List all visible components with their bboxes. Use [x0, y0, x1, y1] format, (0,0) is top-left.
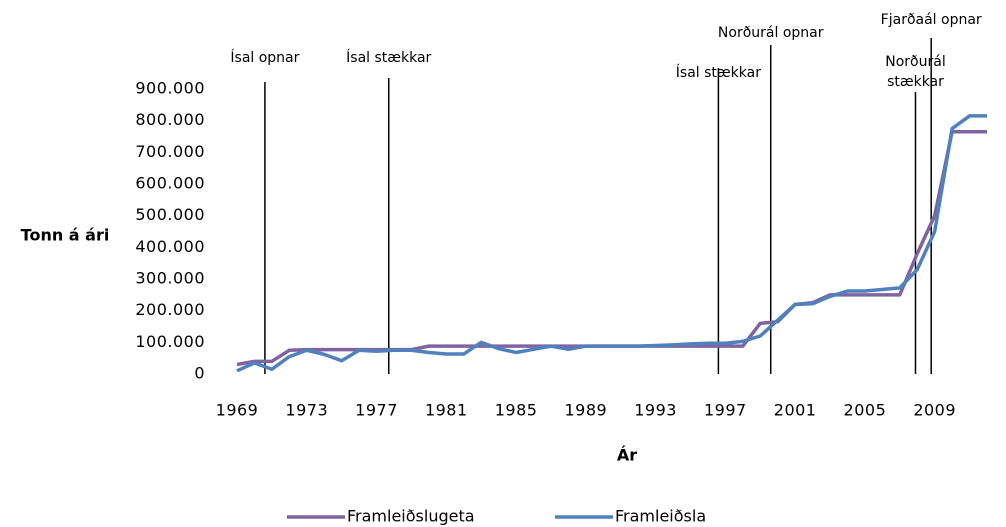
y-tick-label: 300.000 — [135, 269, 205, 288]
event-label: Ísal opnar — [230, 49, 299, 66]
y-tick-label: 0 — [194, 364, 205, 383]
y-tick-label: 100.000 — [135, 332, 205, 351]
event-label: Fjarðaál opnar — [881, 12, 982, 28]
x-tick-label: 1969 — [216, 401, 259, 420]
y-tick-label: 600.000 — [135, 174, 205, 193]
x-tick-label: 2009 — [913, 401, 956, 420]
x-tick-label: 1973 — [285, 401, 328, 420]
event-label: stækkar — [887, 74, 944, 90]
x-tick-label: 1989 — [564, 401, 607, 420]
event-label: Norðurál — [885, 54, 945, 70]
x-tick-label: 1997 — [704, 401, 747, 420]
y-axis-title: Tonn á ári — [21, 226, 110, 245]
y-tick-label: 700.000 — [135, 142, 205, 161]
event-label: Norðurál opnar — [718, 25, 824, 41]
y-tick-label: 500.000 — [135, 205, 205, 224]
series-line — [236, 130, 987, 367]
y-tick-label: 900.000 — [135, 79, 205, 98]
y-tick-label: 200.000 — [135, 300, 205, 319]
x-tick-label: 1977 — [355, 401, 398, 420]
y-tick-label: 800.000 — [135, 110, 205, 129]
x-tick-label: 2005 — [844, 401, 887, 420]
x-tick-label: 1985 — [495, 401, 538, 420]
legend-label: Framleiðsla — [615, 507, 706, 526]
event-label: Ísal stækkar — [346, 49, 431, 66]
x-axis-title: Ár — [617, 446, 637, 465]
series-line — [236, 114, 987, 373]
y-tick-label: 400.000 — [135, 237, 205, 256]
x-tick-label: 1981 — [425, 401, 468, 420]
event-label: Ísal stækkar — [676, 64, 761, 81]
x-tick-label: 2001 — [774, 401, 817, 420]
x-tick-label: 1993 — [634, 401, 677, 420]
legend-label: Framleiðslugeta — [347, 507, 475, 526]
